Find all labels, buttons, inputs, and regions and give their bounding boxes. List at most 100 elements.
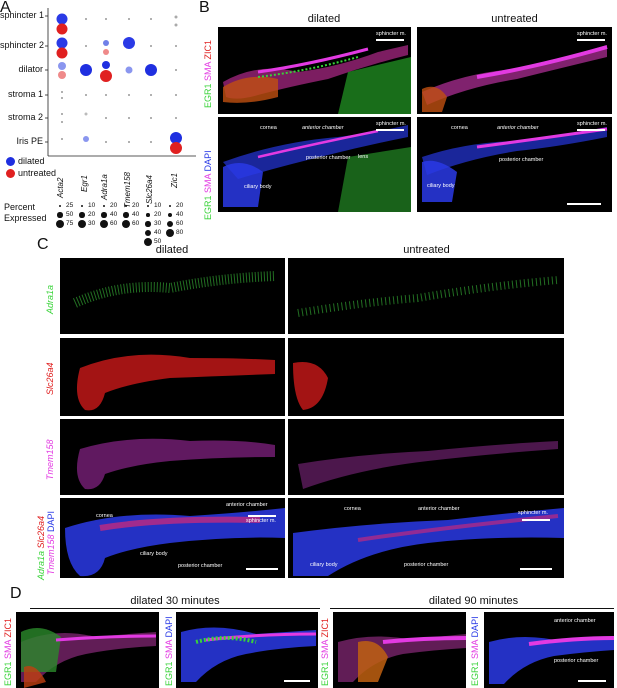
stain-dapi: DAPI (164, 616, 174, 638)
stain-zic1: ZIC1 (3, 617, 13, 638)
dotplot-grid (45, 8, 196, 157)
scale-bar (246, 568, 278, 570)
stain-egr1: EGR1 (203, 195, 213, 220)
row-label-sphincter-1: sphincter 1 (0, 10, 45, 20)
size-legend-dot (144, 229, 152, 237)
size-legend-label: 20 (88, 211, 96, 218)
size-legend-dot (145, 221, 151, 227)
size-legend-label: 60 (176, 220, 184, 227)
scale-bar (578, 680, 606, 682)
stain-sma: SMA (164, 639, 174, 659)
c-annot-cornea: cornea (344, 506, 361, 512)
d-30min-dapi (176, 612, 318, 688)
panel-label-c: C (37, 236, 49, 253)
b-annot-sphincter: sphincter m. (577, 31, 607, 37)
c-annot-ciliary: ciliary body (310, 562, 338, 568)
size-legend-label: 20 (176, 202, 184, 209)
size-legend-dot (77, 219, 87, 229)
size-legend-label: 20 (132, 202, 140, 209)
size-legend-label: 50 (66, 211, 74, 218)
stain-egr1: EGR1 (470, 661, 480, 686)
c-annot-anterior: anterior chamber (418, 506, 460, 512)
b-annot-cornea: cornea (260, 125, 277, 131)
scale-bar (376, 39, 404, 41)
b-annot-lens: lens (358, 154, 369, 160)
c-merge-untreated: cornea anterior chamber sphincter m. cil… (288, 498, 564, 578)
d-cond-90min: dilated 90 minutes (428, 595, 519, 607)
stain-zic1: ZIC1 (203, 39, 213, 60)
b-annot-ciliary: ciliary body (244, 184, 272, 190)
size-legend-label: 60 (110, 220, 118, 227)
c-annot-sphincter: sphincter m. (246, 518, 276, 524)
stain-sma: SMA (320, 639, 330, 659)
c-row-label-tmem158: Tmem158 (45, 439, 55, 480)
stain-sma: SMA (3, 639, 13, 659)
stain-dapi: DAPI (203, 150, 213, 172)
b-annot-posterior: posterior chamber (306, 155, 351, 161)
c-merge-dilated: cornea anterior chamber sphincter m. cil… (60, 498, 285, 578)
b-annot-anterior: anterior chamber (497, 125, 539, 131)
stain-dapi: DAPI (470, 616, 480, 638)
d-stain-label-1: EGR1 SMA ZIC1 (3, 618, 13, 686)
panel-label-a: A (0, 0, 11, 16)
size-legend-dot (165, 228, 175, 238)
size-legend-label: 40 (132, 211, 140, 218)
c-row-label-adra1a: Adra1a (45, 284, 55, 314)
merge-dapi: DAPI (46, 510, 56, 532)
size-legend-label: 20 (110, 202, 118, 209)
size-legend-dot (143, 237, 153, 247)
stain-egr1: EGR1 (3, 661, 13, 686)
size-legend-label: 30 (154, 220, 162, 227)
b-annot-posterior: posterior chamber (499, 157, 544, 163)
b-micrograph-dilated-zic1: sphincter m. (218, 27, 411, 114)
d-cond-30min: dilated 30 minutes (130, 595, 220, 607)
size-legend-dot (79, 212, 85, 218)
stain-egr1: EGR1 (203, 83, 213, 108)
c-adra1a-untreated (288, 258, 564, 334)
merge-tmem158: Tmem158 (46, 534, 56, 575)
size-legend-dot (101, 212, 107, 218)
stain-sma: SMA (470, 639, 480, 659)
b-cond-untreated: untreated (491, 13, 538, 25)
c-annot-ciliary: ciliary body (140, 551, 168, 557)
c-cond-untreated: untreated (403, 244, 450, 256)
dotplot-a: sphincter 1 sphincter 2 dilator stroma 1… (0, 6, 200, 316)
size-legend-dot (146, 213, 150, 217)
size-legend-dot (169, 205, 171, 207)
scale-bar (522, 519, 550, 521)
legend-dilated-swatch (6, 157, 15, 166)
c-annot-anterior: anterior chamber (226, 502, 268, 508)
b-annot-ciliary: ciliary body (427, 183, 455, 189)
size-legend-label: 75 (66, 220, 74, 227)
size-legend-label: 30 (88, 220, 96, 227)
percent-title-line1: Percent (4, 202, 36, 212)
c-cond-dilated: dilated (155, 244, 189, 256)
d-90min-dapi: anterior chamber posterior chamber (484, 612, 614, 688)
c-annot-posterior: posterior chamber (178, 563, 223, 569)
row-label-iris-pe: Iris PE (16, 136, 43, 146)
size-legend-dot (59, 205, 61, 207)
d-cond-30min-rule (30, 608, 320, 609)
row-label-sphincter-2: sphincter 2 (0, 40, 45, 50)
b-row1-stain-label: EGR1 SMA ZIC1 (203, 40, 213, 108)
c-slc26a4-dilated (60, 338, 285, 416)
stain-sma: SMA (203, 173, 213, 193)
d-annot-anterior: anterior chamber (554, 618, 596, 624)
d-cond-90min-rule (330, 608, 614, 609)
d-stain-label-2: EGR1 SMA DAPI (164, 616, 174, 686)
size-legend-dot (121, 219, 131, 229)
percent-legend-title: Percent Expressed (4, 202, 47, 224)
size-legend-label: 40 (110, 211, 118, 218)
d-90min-zic1 (333, 612, 466, 688)
scale-bar (248, 515, 276, 517)
size-legend-dot (55, 219, 65, 229)
size-legend-dot (81, 205, 83, 207)
scale-bar (284, 680, 310, 682)
c-tmem158-untreated (288, 419, 564, 495)
panel-label-b: B (199, 0, 210, 16)
size-legend-dot (57, 212, 63, 218)
b-micrograph-untreated-dapi: cornea anterior chamber sphincter m. pos… (417, 117, 612, 212)
size-legend-label: 40 (176, 211, 184, 218)
c-annot-sphincter: sphincter m. (518, 510, 548, 516)
b-cond-dilated: dilated (307, 13, 341, 25)
